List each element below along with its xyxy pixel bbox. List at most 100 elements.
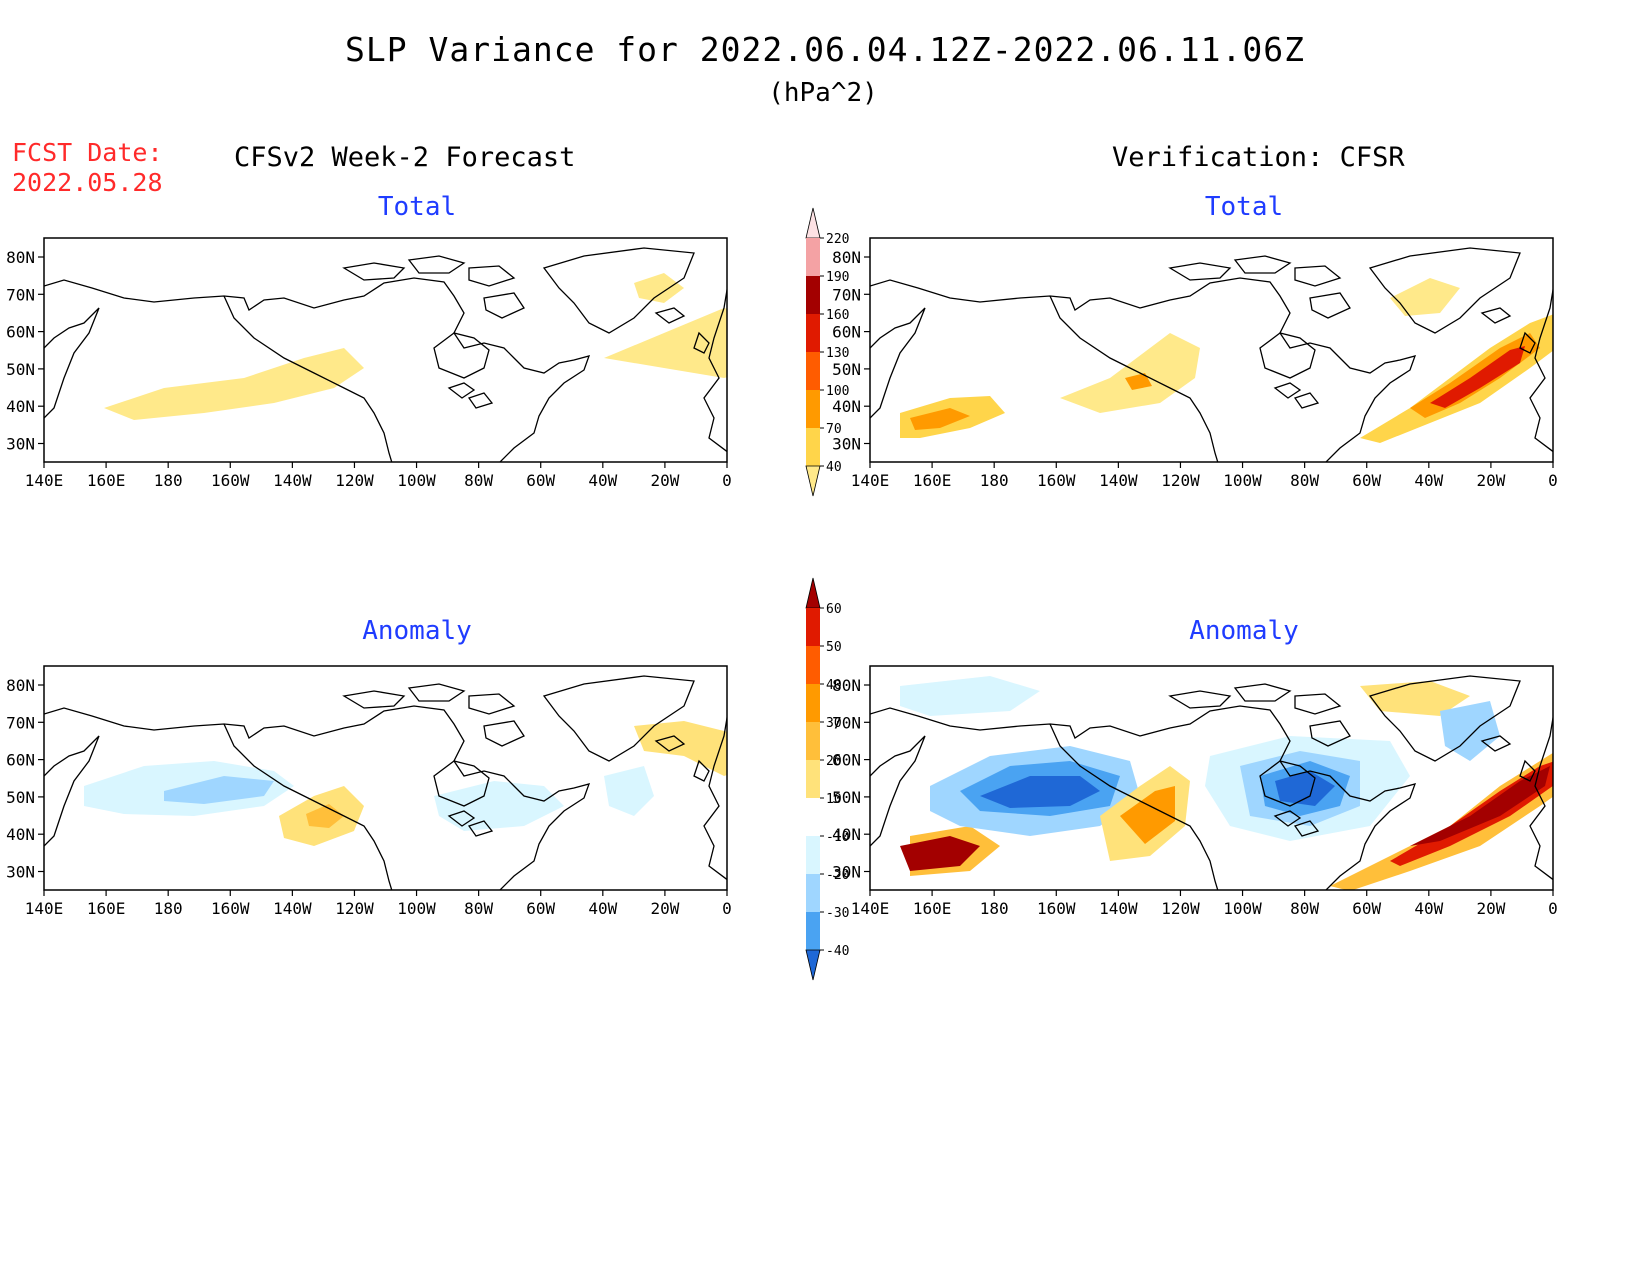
lon-tick-label: 140W [1099,471,1138,490]
contour-shading [164,776,274,804]
colorbar-top-arrow [805,577,821,609]
colorbar-segment [806,722,820,760]
contour-shading [306,804,344,828]
verification-anomaly-map: 140E 160E 180 160W 140W 120W 100W 80W 60W 40W 20W 0… [832,665,1558,918]
lat-tick-label: 30N [832,863,861,882]
colorbar-segment [806,238,820,276]
main-title: SLP Variance for 2022.06.04.12Z-2022.06.… [345,30,1305,69]
map-frame [869,665,1554,891]
lat-tick-label: 40N [6,825,35,844]
left-column-title: CFSv2 Week-2 Forecast [234,142,576,173]
lon-tick-label: 0 [722,899,732,918]
lat-tick-label: 80N [832,248,861,267]
lon-tick-label: 140E [851,899,890,918]
colorbar-segment [806,798,820,836]
colorbar-level-label: 160 [826,308,849,323]
colorbar-segment [806,276,820,314]
fcst-date-block: FCST Date: 2022.05.28 [12,138,163,198]
lon-tick-label: 100W [397,899,436,918]
verification-anomaly-title: Anomaly [1189,616,1299,646]
contour-shading [434,781,564,831]
contour-shading [1410,766,1550,846]
map-frame [43,237,728,463]
colorbar-segment [806,646,820,684]
lon-tick-label: 0 [1548,899,1558,918]
colorbar-level-label: -20 [826,868,849,883]
lon-tick-label: 20W [650,899,679,918]
colorbar-level-label: 40 [826,460,842,475]
map-frame [43,665,728,891]
lon-tick-label: 180 [980,471,1009,490]
colorbar-segment [806,390,820,428]
colorbar-level-label: 50 [826,640,842,655]
lon-tick-label: 100W [397,471,436,490]
lat-tick-label: 30N [6,435,35,454]
lon-tick-label: 180 [980,899,1009,918]
lon-tick-label: 140E [25,471,64,490]
colorbar-bottom-arrow [805,465,821,497]
lat-tick-label: 60N [832,323,861,342]
lat-tick-label: 70N [832,713,861,732]
contour-shading [1060,333,1200,413]
anomaly-colorbar: 60 50 40 30 20 10 -10 -20 -30 -40 [805,577,849,981]
lon-tick-label: 140E [851,471,890,490]
forecast-total-map: 140E 160E 180 160W 140W 120W 100W 80W 60W 40W 20W 0… [6,237,732,490]
contour-shading [980,776,1100,808]
colorbar-segment [806,760,820,798]
map-frame [869,237,1554,463]
lat-tick-label: 40N [832,397,861,416]
contour-shading [1390,278,1460,316]
lon-tick-label: 40W [588,899,617,918]
lat-tick-label: 50N [832,360,861,379]
lon-tick-label: 160E [87,471,126,490]
lon-tick-label: 60W [1352,899,1381,918]
colorbar-level-label: 30 [826,716,842,731]
lon-tick-label: 20W [1476,471,1505,490]
lon-tick-label: 0 [1548,471,1558,490]
colorbar-level-label: 10 [826,792,842,807]
lon-tick-label: 120W [335,899,374,918]
colorbar-segment [806,608,820,646]
colorbar-segment [806,684,820,722]
lon-tick-label: 140W [273,899,312,918]
colorbar-level-label: 70 [826,422,842,437]
fcst-date-label: FCST Date: [12,138,163,167]
contour-shading [1440,701,1500,761]
lon-tick-label: 160E [913,899,952,918]
contour-shading [1125,373,1152,390]
lon-tick-label: 100W [1223,899,1262,918]
lon-tick-label: 160W [1037,471,1076,490]
colorbar-level-label: 20 [826,754,842,769]
lon-tick-label: 80W [1290,471,1319,490]
forecast-total-title: Total [377,192,457,222]
lon-tick-label: 160W [1037,899,1076,918]
contour-shading [1430,346,1525,408]
units-subtitle: (hPa^2) [768,78,878,108]
contour-shading [900,676,1040,716]
lon-tick-label: 160W [211,471,250,490]
lat-tick-label: 70N [6,713,35,732]
lon-tick-label: 40W [1414,471,1443,490]
lon-tick-label: 60W [526,471,555,490]
lon-tick-label: 60W [1352,471,1381,490]
right-column-title: Verification: CFSR [1112,142,1405,173]
lat-tick-label: 50N [832,788,861,807]
lat-tick-label: 80N [832,676,861,695]
lat-tick-label: 40N [832,825,861,844]
lon-tick-label: 80W [1290,899,1319,918]
lat-tick-label: 40N [6,397,35,416]
colorbar-segment [806,912,820,950]
lon-tick-label: 160E [87,899,126,918]
forecast-anomaly-title: Anomaly [362,616,472,646]
contour-shading [1330,752,1553,890]
contour-shading [1120,786,1175,844]
lon-tick-label: 0 [722,471,732,490]
contour-shading [910,408,970,430]
colorbar-level-label: 220 [826,232,849,247]
contour-shading [604,308,727,378]
contour-shading [634,273,684,303]
lon-tick-label: 20W [1476,899,1505,918]
lat-tick-label: 80N [6,676,35,695]
colorbar-segment [806,874,820,912]
lon-tick-label: 120W [335,471,374,490]
